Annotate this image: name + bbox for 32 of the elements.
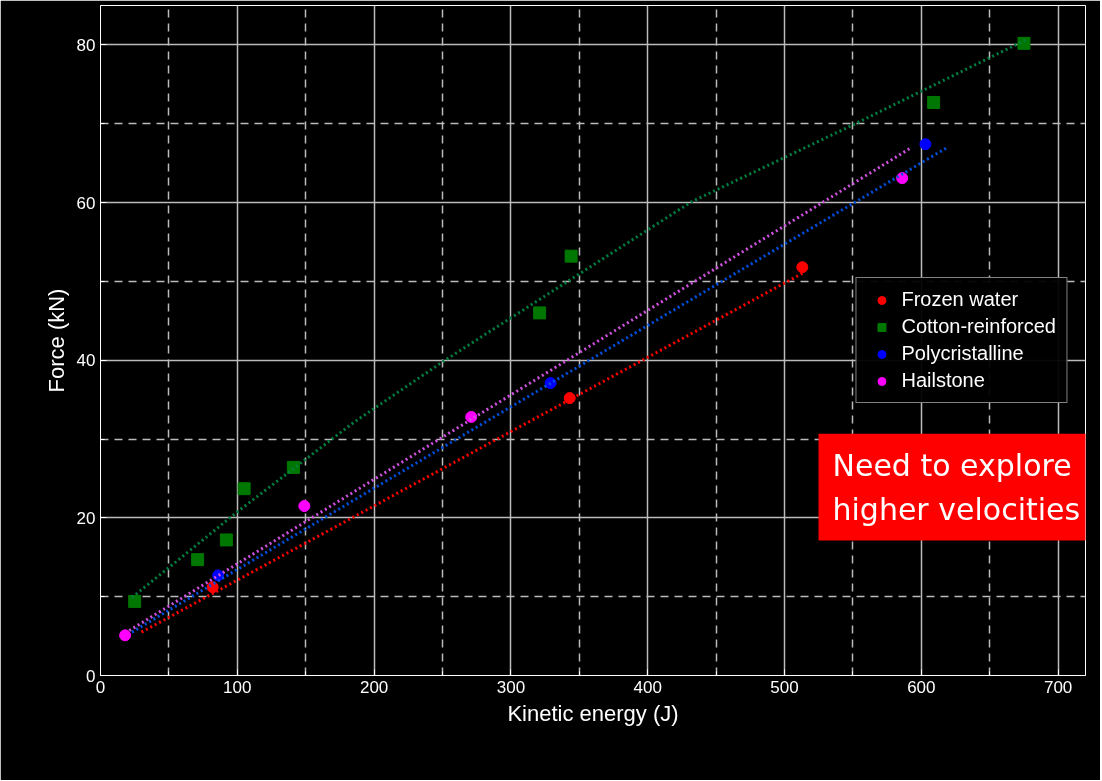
point — [1017, 36, 1031, 50]
point — [927, 95, 941, 109]
x-tick-label: 400 — [633, 677, 662, 697]
y-tick-label: 80 — [76, 35, 96, 55]
point — [119, 629, 132, 642]
point — [563, 392, 576, 405]
y-tick-label: 20 — [76, 508, 96, 528]
x-axis-title: Kinetic energy (J) — [507, 700, 679, 726]
x-tick-label: 100 — [223, 677, 252, 697]
point — [237, 482, 251, 496]
x-tick-label: 200 — [359, 677, 389, 697]
x-tick-label: 300 — [496, 677, 526, 697]
point — [128, 594, 142, 608]
legend-label: Hailstone — [901, 369, 985, 392]
y-tick-label: 40 — [76, 351, 96, 371]
point — [564, 249, 578, 263]
legend-label: Polycristalline — [901, 342, 1024, 365]
point — [219, 533, 233, 547]
x-tick-label: 500 — [770, 677, 799, 697]
y-tick-label: 60 — [76, 193, 96, 213]
point — [896, 172, 909, 185]
point — [796, 261, 809, 274]
x-tick-label: 600 — [907, 677, 936, 697]
annotation: Need to explore higher velocities — [832, 447, 1081, 527]
point — [919, 138, 932, 151]
point — [298, 500, 311, 513]
point — [533, 306, 547, 320]
legend-label: Cotton-reinforced — [901, 315, 1056, 338]
point — [191, 553, 205, 567]
legend-label: Frozen water — [901, 288, 1019, 311]
y-axis-title: Force (kN) — [43, 288, 69, 393]
x-tick-label: 700 — [1043, 677, 1073, 697]
